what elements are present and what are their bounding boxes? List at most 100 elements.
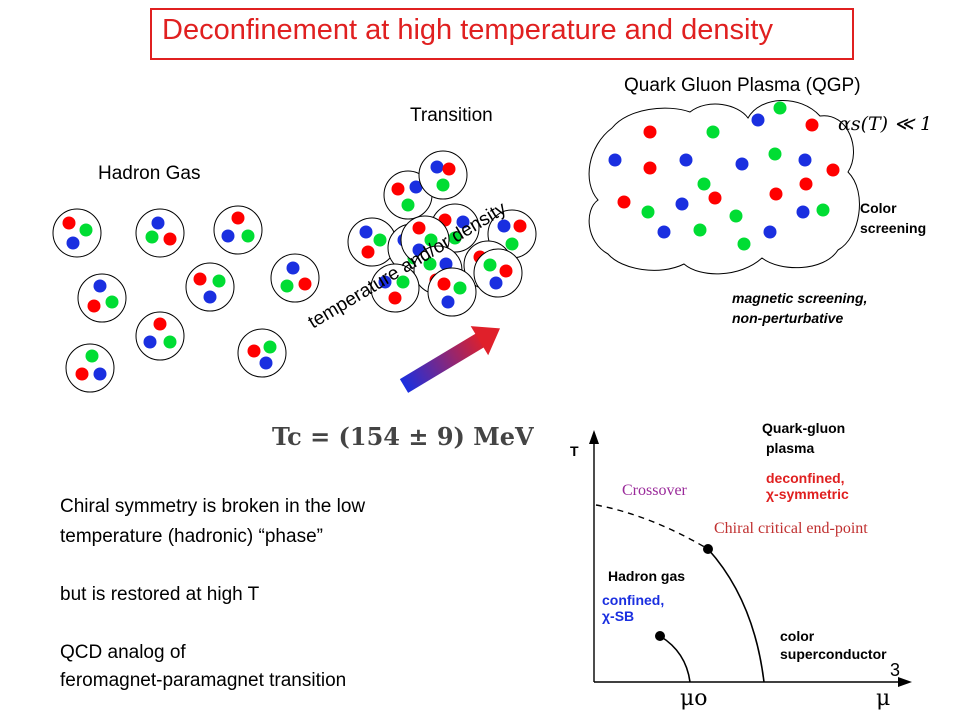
arrow-head	[470, 326, 501, 356]
pd-hadron-gas: Hadron gas	[608, 568, 686, 584]
qgp-quark	[641, 205, 655, 219]
pd-mu0: μo	[680, 686, 708, 711]
text-line-5: feromagnet-paramagnet transition	[60, 670, 347, 691]
pd-color-1: color	[780, 628, 815, 644]
hadron-gas-group	[52, 205, 320, 393]
qgp-quark	[617, 195, 631, 209]
quark	[424, 233, 438, 247]
arrow-shaft	[399, 331, 487, 393]
arrow-group	[399, 326, 501, 393]
transition-label: Transition	[410, 105, 493, 126]
qgp-quark	[608, 153, 622, 167]
page-title: Deconfinement at high temperature and de…	[162, 14, 773, 46]
pd-qgp-2: plasma	[766, 440, 815, 456]
pd-qgp-1: Quark-gluon	[762, 420, 846, 436]
hadron-bag	[473, 248, 523, 298]
quark	[163, 232, 177, 246]
quark	[436, 178, 450, 192]
quark	[430, 160, 444, 174]
quark	[513, 219, 527, 233]
hadron-bag	[418, 150, 468, 200]
quark	[361, 245, 375, 259]
quark	[193, 272, 207, 286]
first-order-line	[707, 548, 765, 683]
quark	[241, 229, 255, 243]
text-line-4: QCD analog of	[60, 642, 186, 663]
critical-endpoint-dot	[703, 544, 713, 554]
pd-color-2: superconductor	[780, 646, 887, 662]
hadron-bag	[237, 328, 287, 378]
quark	[143, 335, 157, 349]
hadron-bag	[52, 208, 102, 258]
color-screening-label-1: Color	[860, 200, 897, 216]
quark	[79, 223, 93, 237]
qgp-quark	[729, 209, 743, 223]
quark	[396, 275, 410, 289]
quark	[298, 277, 312, 291]
pd-confined-2: χ-SB	[602, 608, 635, 624]
pd-crossover: Crossover	[622, 482, 687, 499]
text-line-3: but is restored at high T	[60, 584, 260, 605]
hadron-bag	[185, 262, 235, 312]
qgp-quarks	[608, 101, 840, 251]
quark	[499, 264, 513, 278]
qgp-quark	[708, 191, 722, 205]
pd-endpoint: Chiral critical end-point	[714, 520, 868, 537]
qgp-quark	[675, 197, 689, 211]
magnetic-screening-label-2: non-perturbative	[732, 310, 844, 326]
quark	[439, 257, 453, 271]
quark	[448, 231, 462, 245]
quark	[456, 215, 470, 229]
hadron-bag	[270, 253, 320, 303]
quark	[93, 279, 107, 293]
quark	[409, 180, 423, 194]
coupling-formula: αs(T) ≪ 1	[838, 113, 933, 135]
page-number: 3	[890, 660, 901, 680]
quark	[247, 344, 261, 358]
quark	[286, 261, 300, 275]
pd-axis-mu: μ	[876, 686, 891, 711]
pd-deconfined-2: χ-symmetric	[766, 486, 849, 502]
quark	[442, 162, 456, 176]
pd-confined-1: confined,	[602, 592, 665, 608]
qgp-blob	[588, 100, 860, 275]
qgp-label: Quark Gluon Plasma (QGP)	[624, 75, 861, 96]
quark	[441, 295, 455, 309]
nuclear-matter-line	[659, 635, 691, 683]
magnetic-screening-label-1: magnetic screening,	[732, 290, 868, 306]
text-line-2: temperature (hadronic) “phase”	[60, 526, 323, 547]
qgp-quark	[643, 125, 657, 139]
quark	[388, 291, 402, 305]
quark	[62, 216, 76, 230]
quark	[203, 290, 217, 304]
mu-axis-arrowhead	[898, 677, 912, 687]
text-line-1: Chiral symmetry is broken in the low	[60, 496, 366, 517]
quark	[85, 349, 99, 363]
quark	[489, 276, 503, 290]
qgp-quark	[643, 161, 657, 175]
quark	[163, 335, 177, 349]
quark	[497, 219, 511, 233]
tc-value: Tc = (154 ± 9) MeV	[272, 422, 534, 451]
quark	[483, 258, 497, 272]
qgp-quark	[805, 118, 819, 132]
crossover-line	[595, 504, 709, 550]
qgp-quark	[697, 177, 711, 191]
quark	[391, 182, 405, 196]
title-box	[150, 8, 854, 60]
qgp-quark	[816, 203, 830, 217]
quark	[151, 216, 165, 230]
quark	[212, 274, 226, 288]
hadron-bag	[135, 208, 185, 258]
qgp-quark	[763, 225, 777, 239]
qgp-quark	[798, 153, 812, 167]
quark	[221, 229, 235, 243]
quark	[105, 295, 119, 309]
quark	[145, 230, 159, 244]
quark	[66, 236, 80, 250]
t-axis-arrowhead	[589, 430, 599, 444]
pd-axis-t: T	[570, 443, 579, 459]
qgp-quark	[773, 101, 787, 115]
qgp-quark	[737, 237, 751, 251]
